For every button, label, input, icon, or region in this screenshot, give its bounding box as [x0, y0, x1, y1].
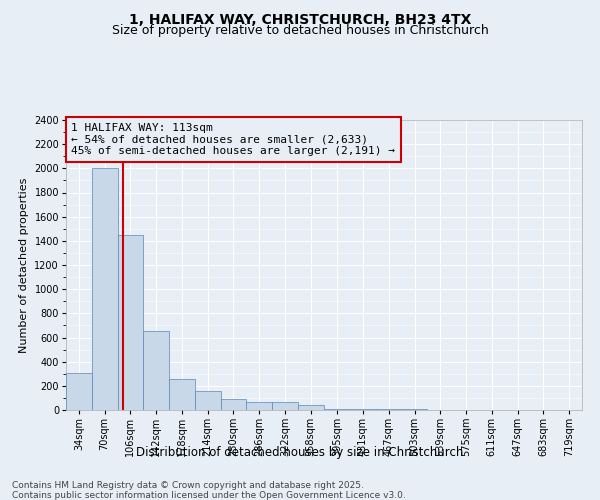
Text: Distribution of detached houses by size in Christchurch: Distribution of detached houses by size … [136, 446, 464, 459]
Bar [298, 405, 323, 410]
Y-axis label: Number of detached properties: Number of detached properties [19, 178, 29, 352]
Bar [118, 235, 143, 410]
Text: Contains HM Land Registry data © Crown copyright and database right 2025.: Contains HM Land Registry data © Crown c… [12, 481, 364, 490]
Bar [195, 392, 221, 410]
Bar [247, 402, 272, 410]
Text: 1 HALIFAX WAY: 113sqm
← 54% of detached houses are smaller (2,633)
45% of semi-d: 1 HALIFAX WAY: 113sqm ← 54% of detached … [71, 123, 395, 156]
Bar [66, 373, 92, 410]
Bar [325, 409, 350, 410]
Bar [169, 379, 195, 410]
Text: Size of property relative to detached houses in Christchurch: Size of property relative to detached ho… [112, 24, 488, 37]
Bar [350, 409, 376, 410]
Bar [221, 398, 247, 410]
Text: Contains public sector information licensed under the Open Government Licence v3: Contains public sector information licen… [12, 491, 406, 500]
Text: 1, HALIFAX WAY, CHRISTCHURCH, BH23 4TX: 1, HALIFAX WAY, CHRISTCHURCH, BH23 4TX [129, 12, 471, 26]
Bar [143, 332, 169, 410]
Bar [92, 168, 118, 410]
Bar [272, 402, 298, 410]
